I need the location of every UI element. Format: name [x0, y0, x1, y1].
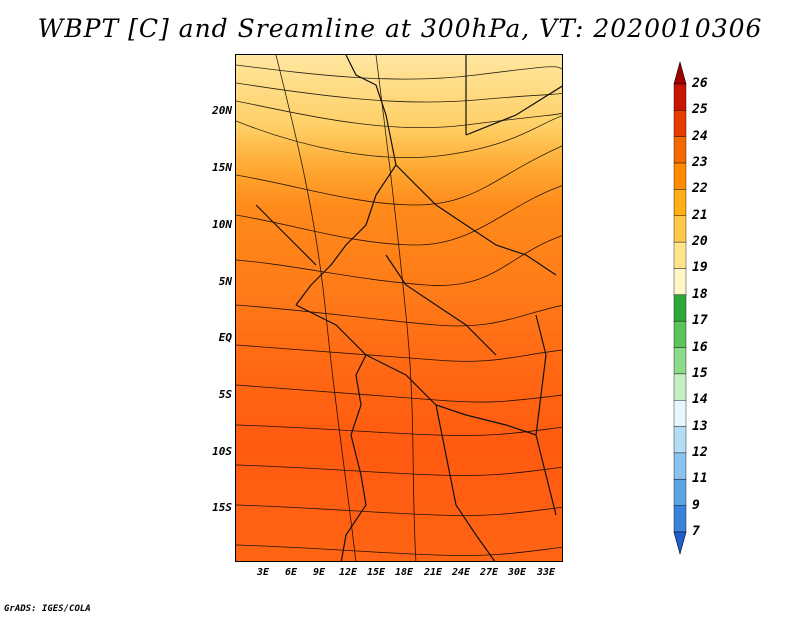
- colorbar-label: 19: [692, 260, 708, 276]
- lon-label-12e: 12E: [338, 567, 358, 578]
- colorbar-segment: [673, 373, 687, 401]
- colorbar-segment: [673, 426, 687, 454]
- lon-label-27e: 27E: [479, 567, 499, 578]
- colorbar: [673, 60, 687, 556]
- lon-label-24e: 24E: [451, 567, 471, 578]
- colorbar-label: 17: [692, 313, 708, 329]
- colorbar-label: 14: [692, 392, 708, 408]
- lon-label-15e: 15E: [366, 567, 386, 578]
- map-title: WBPT [C] and Sreamline at 300hPa, VT: 20…: [37, 14, 763, 43]
- lon-label-33e: 33E: [536, 567, 556, 578]
- lat-label-10s: 10S: [212, 445, 232, 458]
- grads-credit: GrADS: IGES/COLA: [4, 604, 91, 614]
- colorbar-label: 25: [692, 102, 708, 118]
- colorbar-label: 15: [692, 365, 708, 381]
- colorbar-label: 26: [692, 76, 708, 91]
- colorbar-label: 24: [692, 128, 708, 144]
- colorbar-segment: [673, 241, 687, 269]
- colorbar-label: 16: [692, 339, 708, 355]
- colorbar-segment: [673, 505, 687, 533]
- colorbar-top-arrow: [673, 60, 687, 85]
- colorbar-label: 12: [692, 444, 708, 460]
- colorbar-label: 13: [692, 418, 708, 434]
- colorbar-label: 20: [692, 234, 708, 250]
- colorbar-segment: [673, 452, 687, 480]
- lat-label-20n: 20N: [212, 104, 232, 117]
- lat-label-5n: 5N: [218, 275, 232, 288]
- lon-label-6e: 6E: [284, 567, 298, 578]
- lon-label-21e: 21E: [423, 567, 443, 578]
- colorbar-label: 11: [692, 471, 708, 487]
- map-panel: [235, 54, 563, 562]
- colorbar-label: 9: [692, 497, 700, 513]
- lon-label-9e: 9E: [312, 567, 326, 578]
- colorbar-segment: [673, 110, 687, 137]
- lon-label-18e: 18E: [394, 567, 414, 578]
- colorbar-label: 23: [692, 155, 708, 171]
- colorbar-segment: [673, 479, 687, 506]
- lat-label-5s: 5S: [218, 388, 232, 401]
- colorbar-segment: [673, 215, 687, 243]
- colorbar-bottom-arrow: [673, 531, 687, 556]
- colorbar-segment: [673, 268, 687, 296]
- lon-label-3e: 3E: [256, 567, 270, 578]
- colorbar-segment: [673, 189, 687, 216]
- colorbar-segment: [673, 294, 687, 322]
- colorbar-label: 22: [692, 181, 708, 197]
- streamline-overlay: [236, 55, 562, 561]
- colorbar-segment: [673, 136, 687, 164]
- colorbar-segment: [673, 162, 687, 190]
- lon-label-30e: 30E: [507, 567, 527, 578]
- lat-label-10n: 10N: [212, 218, 232, 231]
- lat-label-15s: 15S: [212, 501, 232, 514]
- colorbar-label: 7: [692, 524, 700, 539]
- colorbar-segment: [673, 400, 687, 427]
- colorbar-label: 18: [692, 286, 708, 302]
- colorbar-segment: [673, 347, 687, 375]
- colorbar-segment: [673, 320, 687, 348]
- lat-label-15n: 15N: [212, 161, 232, 174]
- lat-label-eq: EQ: [218, 331, 232, 344]
- colorbar-label: 21: [692, 207, 708, 223]
- colorbar-segment: [673, 83, 687, 111]
